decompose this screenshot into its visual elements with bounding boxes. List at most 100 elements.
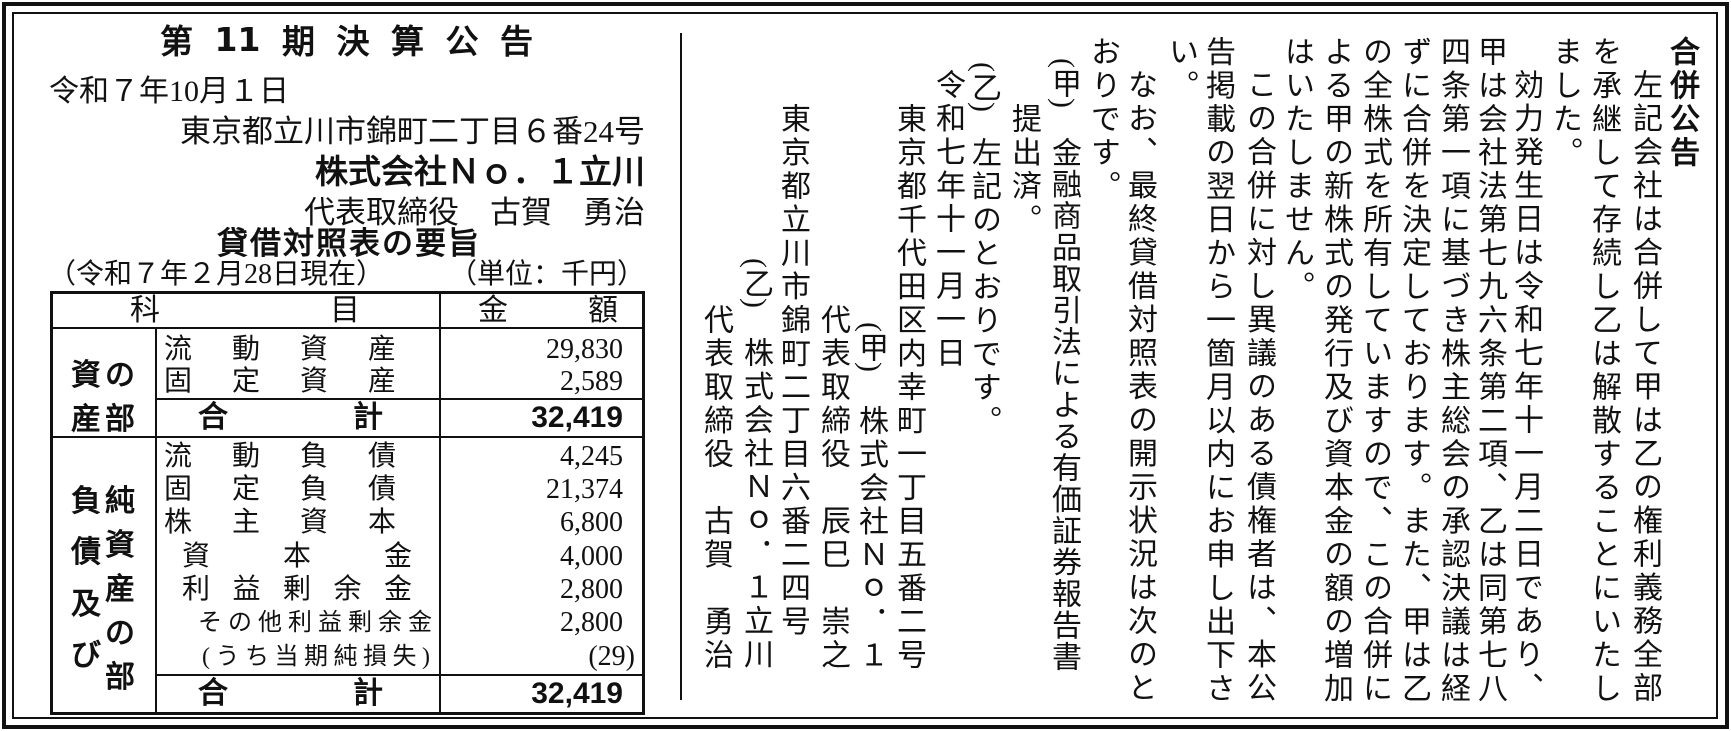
char: 産 (367, 334, 396, 365)
asset-total-rule (156, 398, 645, 400)
char: 債 (367, 474, 396, 505)
row-label: 株主資本 (164, 507, 396, 539)
char: ち (245, 644, 269, 670)
char: 部 (105, 402, 135, 437)
balance-sheet-date: （令和７年２月28日現在） (48, 259, 385, 290)
char: 第 (160, 22, 193, 61)
char: 期 (304, 644, 328, 670)
char: 期 (281, 22, 315, 61)
row-value: 4,000 (560, 541, 623, 572)
char: 純 (333, 644, 358, 670)
char: ) (422, 644, 430, 670)
notice-date: 令和７年10月１日 (49, 75, 289, 108)
char: 主 (231, 507, 260, 538)
party-b-representative: 代表取締役 古賀 勇治 (699, 304, 732, 673)
char: 損 (363, 644, 387, 670)
notice-line: を承継して存続し乙は解散することにいたし (1587, 36, 1620, 706)
char: 告 (499, 22, 533, 61)
row-value: 6,800 (560, 507, 623, 538)
char: 借 (250, 225, 281, 262)
char: 余 (333, 574, 362, 605)
char: び (71, 637, 101, 673)
table-border (50, 291, 645, 715)
char: の (228, 610, 252, 636)
char: 要 (415, 225, 446, 262)
row-value: 2,800 (560, 607, 623, 638)
notice-line: の全株式を所有していますので、この合併に (1358, 36, 1391, 706)
party-label: (甲) (854, 322, 887, 372)
char: 照 (316, 225, 347, 262)
char: 益 (318, 610, 342, 636)
char: 旨 (448, 225, 479, 262)
char: 定 (231, 474, 260, 505)
amount-col-rule (439, 291, 441, 715)
notice-line: い。 (1164, 36, 1197, 103)
notice-line: 四条第一項に基づき株主総会の承認決議は経 (1436, 36, 1469, 706)
char: 固 (164, 366, 193, 397)
party-label: (甲) (1047, 58, 1080, 108)
char: 本 (282, 541, 311, 572)
char: 金 (408, 610, 432, 636)
liabilities-section-label: 負債及び 純資産の部 (70, 476, 136, 695)
notice-line: 左記会社は合併して甲は乙の権利義務全部 (1628, 69, 1661, 706)
char: 流 (164, 441, 193, 472)
row-label: 資本金 (182, 541, 412, 573)
char: 計 (353, 400, 383, 435)
liability-total-rule (156, 674, 645, 676)
char: 産 (367, 366, 396, 397)
char: 金 (478, 294, 508, 327)
notice-line: おりです。 (1086, 36, 1119, 204)
char: 決 (336, 22, 370, 61)
char: 科 (130, 294, 160, 327)
row-value: 29,830 (546, 334, 623, 365)
char: 部 (105, 660, 135, 695)
row-value: 2,800 (560, 574, 623, 605)
representative: 代表取締役 古賀 勇治 (304, 195, 645, 230)
party-label: (乙) (739, 258, 772, 308)
char: 益 (232, 574, 261, 605)
char: 流 (164, 334, 193, 365)
char: ( (202, 644, 210, 670)
row-label: 流動資産 (164, 334, 396, 366)
header-amount: 金額 (478, 293, 618, 328)
char: 利 (288, 610, 312, 636)
party-a-address: 東京都千代田区内幸町一丁目五番二号 (892, 103, 925, 673)
balance-sheet-title: 貸借対照表の要旨 (217, 222, 479, 262)
char: 金 (383, 541, 412, 572)
column-divider (680, 33, 682, 700)
char: そ (198, 610, 222, 636)
char: 利 (182, 574, 211, 605)
total-label: 合計 (198, 402, 383, 434)
char: 剰 (282, 574, 311, 605)
party-label: (乙) (967, 62, 1000, 112)
header-item: 科目 (130, 293, 360, 328)
char: 当 (274, 644, 299, 670)
row-label: 固定負債 (164, 474, 396, 506)
notice-line: 左記のとおりです。 (967, 137, 1000, 439)
char: 表 (349, 225, 380, 262)
char: 失 (392, 644, 417, 670)
char: 債 (71, 535, 101, 571)
char: の (105, 358, 135, 393)
char: 負 (299, 474, 328, 505)
char: 合 (198, 400, 228, 435)
char: 資 (299, 507, 328, 538)
char: 資 (299, 334, 328, 365)
company-address: 東京都立川市錦町二丁目６番24号 (180, 114, 645, 149)
char: 負 (299, 441, 328, 472)
party-b-address: 東京都立川市錦町二丁目六番二四号 (776, 103, 809, 639)
row-label: 固定資産 (164, 366, 396, 398)
party-a-representative: 代表取締役 辰巳 崇之 (816, 304, 849, 673)
header-rule (50, 327, 645, 329)
row-value: 21,374 (546, 474, 623, 505)
char: 剰 (348, 610, 372, 636)
char: 資 (71, 358, 101, 393)
notice-line: 提出済。 (1007, 103, 1040, 237)
notice-title: 第 11 期決算公告 (160, 20, 533, 62)
section-col-rule (155, 328, 157, 715)
notice-date: 令和七年十一月一日 (931, 69, 964, 371)
char: 対 (283, 225, 314, 262)
char: 算 (390, 22, 424, 61)
notice-line: この合併に対し異議のある債権者は、本公 (1242, 69, 1275, 706)
